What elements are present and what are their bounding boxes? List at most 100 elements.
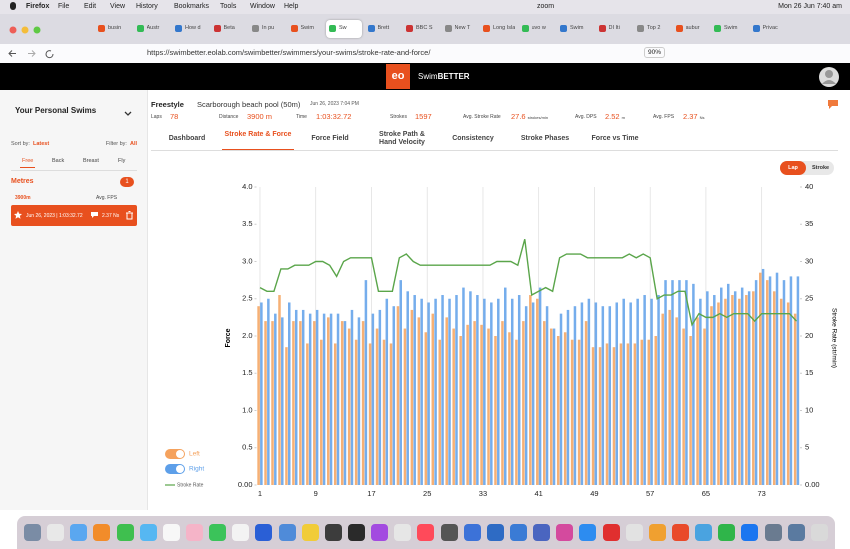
page-tab[interactable]: Consistency [452,135,494,142]
dock-icon[interactable] [348,524,366,541]
dock-icon[interactable] [741,524,759,541]
tab-title[interactable]: aubur [685,25,700,31]
browser-tab[interactable]: DI Iti [596,20,632,38]
browser-tab[interactable]: Beta [211,20,247,38]
tab-title[interactable]: Sw [339,25,347,31]
dock-icon[interactable] [510,524,528,541]
dock-icon[interactable] [47,524,65,541]
dock-icon[interactable] [116,524,134,541]
page-tab[interactable]: Force vs Time [591,135,639,142]
dock-icon[interactable] [139,524,157,541]
window-controls[interactable] [8,25,48,35]
menu-clock[interactable]: Mon 26 Jun 7:40 am [778,3,842,10]
browser-tab[interactable]: How d [172,20,208,38]
dock-icon[interactable] [209,524,227,541]
tab-title[interactable]: DI Iti [608,25,620,31]
dock-icon[interactable] [648,524,666,541]
toggle-option[interactable]: Stroke [811,165,830,171]
tab-title[interactable]: Austr [146,25,160,31]
stroke-filter[interactable]: Free [20,158,36,168]
dock-icon[interactable] [417,524,435,541]
tab-title[interactable]: busin [108,25,122,31]
menu-zoom[interactable]: zoom [537,3,555,10]
browser-tab[interactable]: Austr [134,20,170,38]
dock-icon[interactable] [162,524,180,541]
page-tab[interactable]: Dashboard [168,135,206,142]
browser-tab[interactable]: busin [95,20,131,38]
collapse-toggle[interactable] [124,105,132,116]
stroke-filter[interactable]: Fly [118,158,126,164]
dock-icon[interactable] [764,524,782,541]
page-tab[interactable]: Stroke Phases [520,135,570,142]
browser-tab[interactable]: Sw [326,20,362,38]
toggle-option[interactable]: Lap [780,161,806,175]
browser-tab[interactable]: Top 2 [634,20,670,38]
browser-tab[interactable]: uvo w [519,20,555,38]
dock-icon[interactable] [301,524,319,541]
tab-title[interactable]: In pu [262,25,275,31]
dock-icon[interactable] [463,524,481,541]
tab-title[interactable]: Swim [570,25,584,31]
browser-tab[interactable]: New T [442,20,478,38]
page-tab[interactable]: Stroke Path & Hand Velocity [379,131,425,146]
dock-icon[interactable] [93,524,111,541]
menu-item[interactable]: View [110,3,126,10]
dock-icon[interactable] [486,524,504,541]
nav-buttons[interactable] [8,48,58,59]
browser-tab[interactable]: Brett [365,20,401,38]
tab-title[interactable]: Swim [724,25,738,31]
filter-value[interactable]: All [129,141,137,147]
menu-item[interactable]: Window [250,3,275,10]
browser-tab[interactable]: BBC S [403,20,439,38]
dock-icon[interactable] [394,524,412,541]
browser-tab[interactable]: In pu [249,20,285,38]
tab-title[interactable]: BBC S [416,25,433,31]
legend-label[interactable]: Left [189,451,200,458]
dock-icon[interactable] [602,524,620,541]
apple-menu[interactable] [10,2,16,10]
browser-tab[interactable]: Swim [288,20,324,38]
url[interactable]: https://swimbetter.eolab.com/swimbetter/… [147,48,431,57]
menu-item[interactable]: Help [284,3,299,10]
stroke-filter[interactable]: Back [52,158,65,164]
dock-icon[interactable] [625,524,643,541]
menu-item[interactable]: History [136,3,158,10]
dock-icon[interactable] [324,524,342,541]
dock-icon[interactable] [278,524,296,541]
menu-item[interactable]: File [58,3,70,10]
menu-app[interactable]: Firefox [26,3,50,10]
zoom-level[interactable]: 90% [644,47,666,58]
legend-toggle-knob[interactable] [176,450,184,458]
sort-value[interactable]: Latest [32,141,50,147]
sort-by[interactable]: Sort by: Latest [11,141,49,147]
dock-icon[interactable] [718,524,736,541]
tab-title[interactable]: Beta [223,25,235,31]
dock-icon[interactable] [24,524,42,541]
tab-title[interactable]: Brett [377,25,390,31]
dock-icon[interactable] [232,524,250,541]
tab-title[interactable]: Privac [762,25,778,31]
avatar[interactable] [818,66,840,88]
menu-item[interactable]: Bookmarks [174,3,210,10]
browser-tab[interactable]: aubur [673,20,709,38]
browser-tab[interactable]: Swim [711,20,747,38]
legend-label[interactable]: Right [189,466,204,473]
tab-title[interactable]: Top 2 [647,25,661,31]
dock-icon[interactable] [533,524,551,541]
tab-title[interactable]: Swim [300,25,314,31]
menu-item[interactable]: Edit [84,3,97,10]
dock-icon[interactable] [255,524,273,541]
chat-icon[interactable] [828,100,838,109]
filter-by[interactable]: Filter by: All [106,141,137,147]
dock-icon[interactable] [186,524,204,541]
swim-card[interactable]: Jun 26, 2023 | 1:03:32.72 2.37 Ns [11,205,137,226]
browser-tab[interactable]: Privac [750,20,786,38]
tab-title[interactable]: uvo w [531,25,546,31]
page-tab[interactable]: Force Field [311,135,349,142]
dock-icon[interactable] [787,524,805,541]
dock-icon[interactable] [695,524,713,541]
tab-title[interactable]: How d [185,25,201,31]
browser-tab[interactable]: Long Island [480,20,516,38]
dock-icon[interactable] [556,524,574,541]
dock-icon[interactable] [810,524,828,541]
